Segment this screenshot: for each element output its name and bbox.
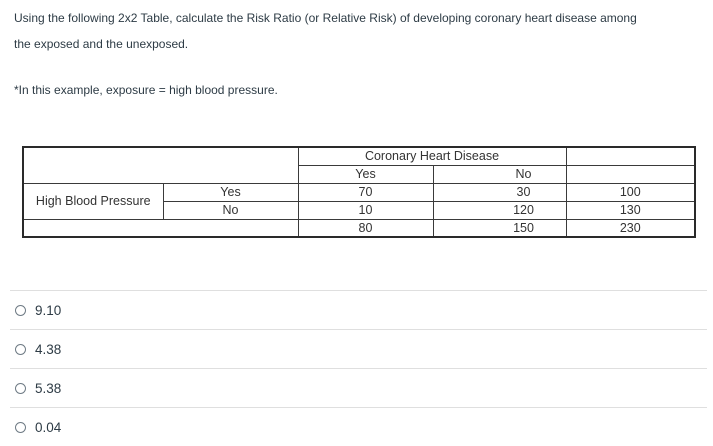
table-row: 80 150 230 — [22, 218, 696, 238]
radio-button-icon[interactable] — [15, 343, 26, 355]
radio-button-icon[interactable] — [15, 421, 26, 433]
option-label[interactable]: 9.10 — [35, 302, 62, 318]
table-row: High Blood Pressure Yes 70 30 100 — [22, 182, 696, 220]
question-text: Using the following 2x2 Table, calculate… — [14, 5, 707, 57]
empty-total-header-cell — [565, 146, 696, 166]
answer-option-1[interactable]: 9.10 — [10, 290, 707, 329]
exposure-note: *In this example, exposure = high blood … — [14, 83, 278, 97]
empty-subheader-cell — [565, 164, 696, 184]
exposed-yes-label: Yes — [162, 182, 299, 202]
question-line-1: Using the following 2x2 Table, calculate… — [14, 11, 637, 25]
table-row: No 10 120 130 — [23, 200, 696, 220]
empty-totals-label-cell — [22, 218, 299, 238]
option-label[interactable]: 5.38 — [35, 380, 62, 396]
option-label[interactable]: 4.38 — [35, 341, 62, 357]
chd-group-header: Coronary Heart Disease — [297, 146, 567, 166]
cell-grand-total: 230 — [565, 218, 696, 238]
answer-option-4[interactable]: 0.04 — [10, 407, 707, 446]
chd-no-header: No — [432, 164, 567, 184]
chd-yes-header: Yes — [297, 164, 434, 184]
cell-exposed-chd-no: 30 — [432, 182, 567, 202]
cell-exposed-total: 100 — [565, 182, 696, 202]
exposed-no-label: No — [162, 200, 299, 220]
cell-exposed-chd-yes: 70 — [297, 182, 434, 202]
answer-option-2[interactable]: 4.38 — [10, 329, 707, 368]
question-line-2: the exposed and the unexposed. — [14, 37, 189, 51]
radio-button-icon[interactable] — [15, 304, 26, 316]
cell-total-chd-no: 150 — [432, 218, 567, 238]
answer-options-list: 9.10 4.38 5.38 0.04 — [0, 290, 713, 446]
cell-unexposed-total: 130 — [565, 200, 696, 220]
cell-total-chd-yes: 80 — [297, 218, 434, 238]
radio-button-icon[interactable] — [15, 382, 26, 394]
exposure-group-header: High Blood Pressure — [22, 182, 164, 220]
risk-2x2-table: Coronary Heart Disease Yes No High Blood… — [22, 146, 696, 238]
empty-corner-cell — [22, 146, 299, 184]
cell-unexposed-chd-yes: 10 — [297, 200, 434, 220]
option-label[interactable]: 0.04 — [35, 419, 62, 435]
table-row: Coronary Heart Disease — [22, 146, 696, 184]
answer-option-3[interactable]: 5.38 — [10, 368, 707, 407]
cell-unexposed-chd-no: 120 — [432, 200, 567, 220]
